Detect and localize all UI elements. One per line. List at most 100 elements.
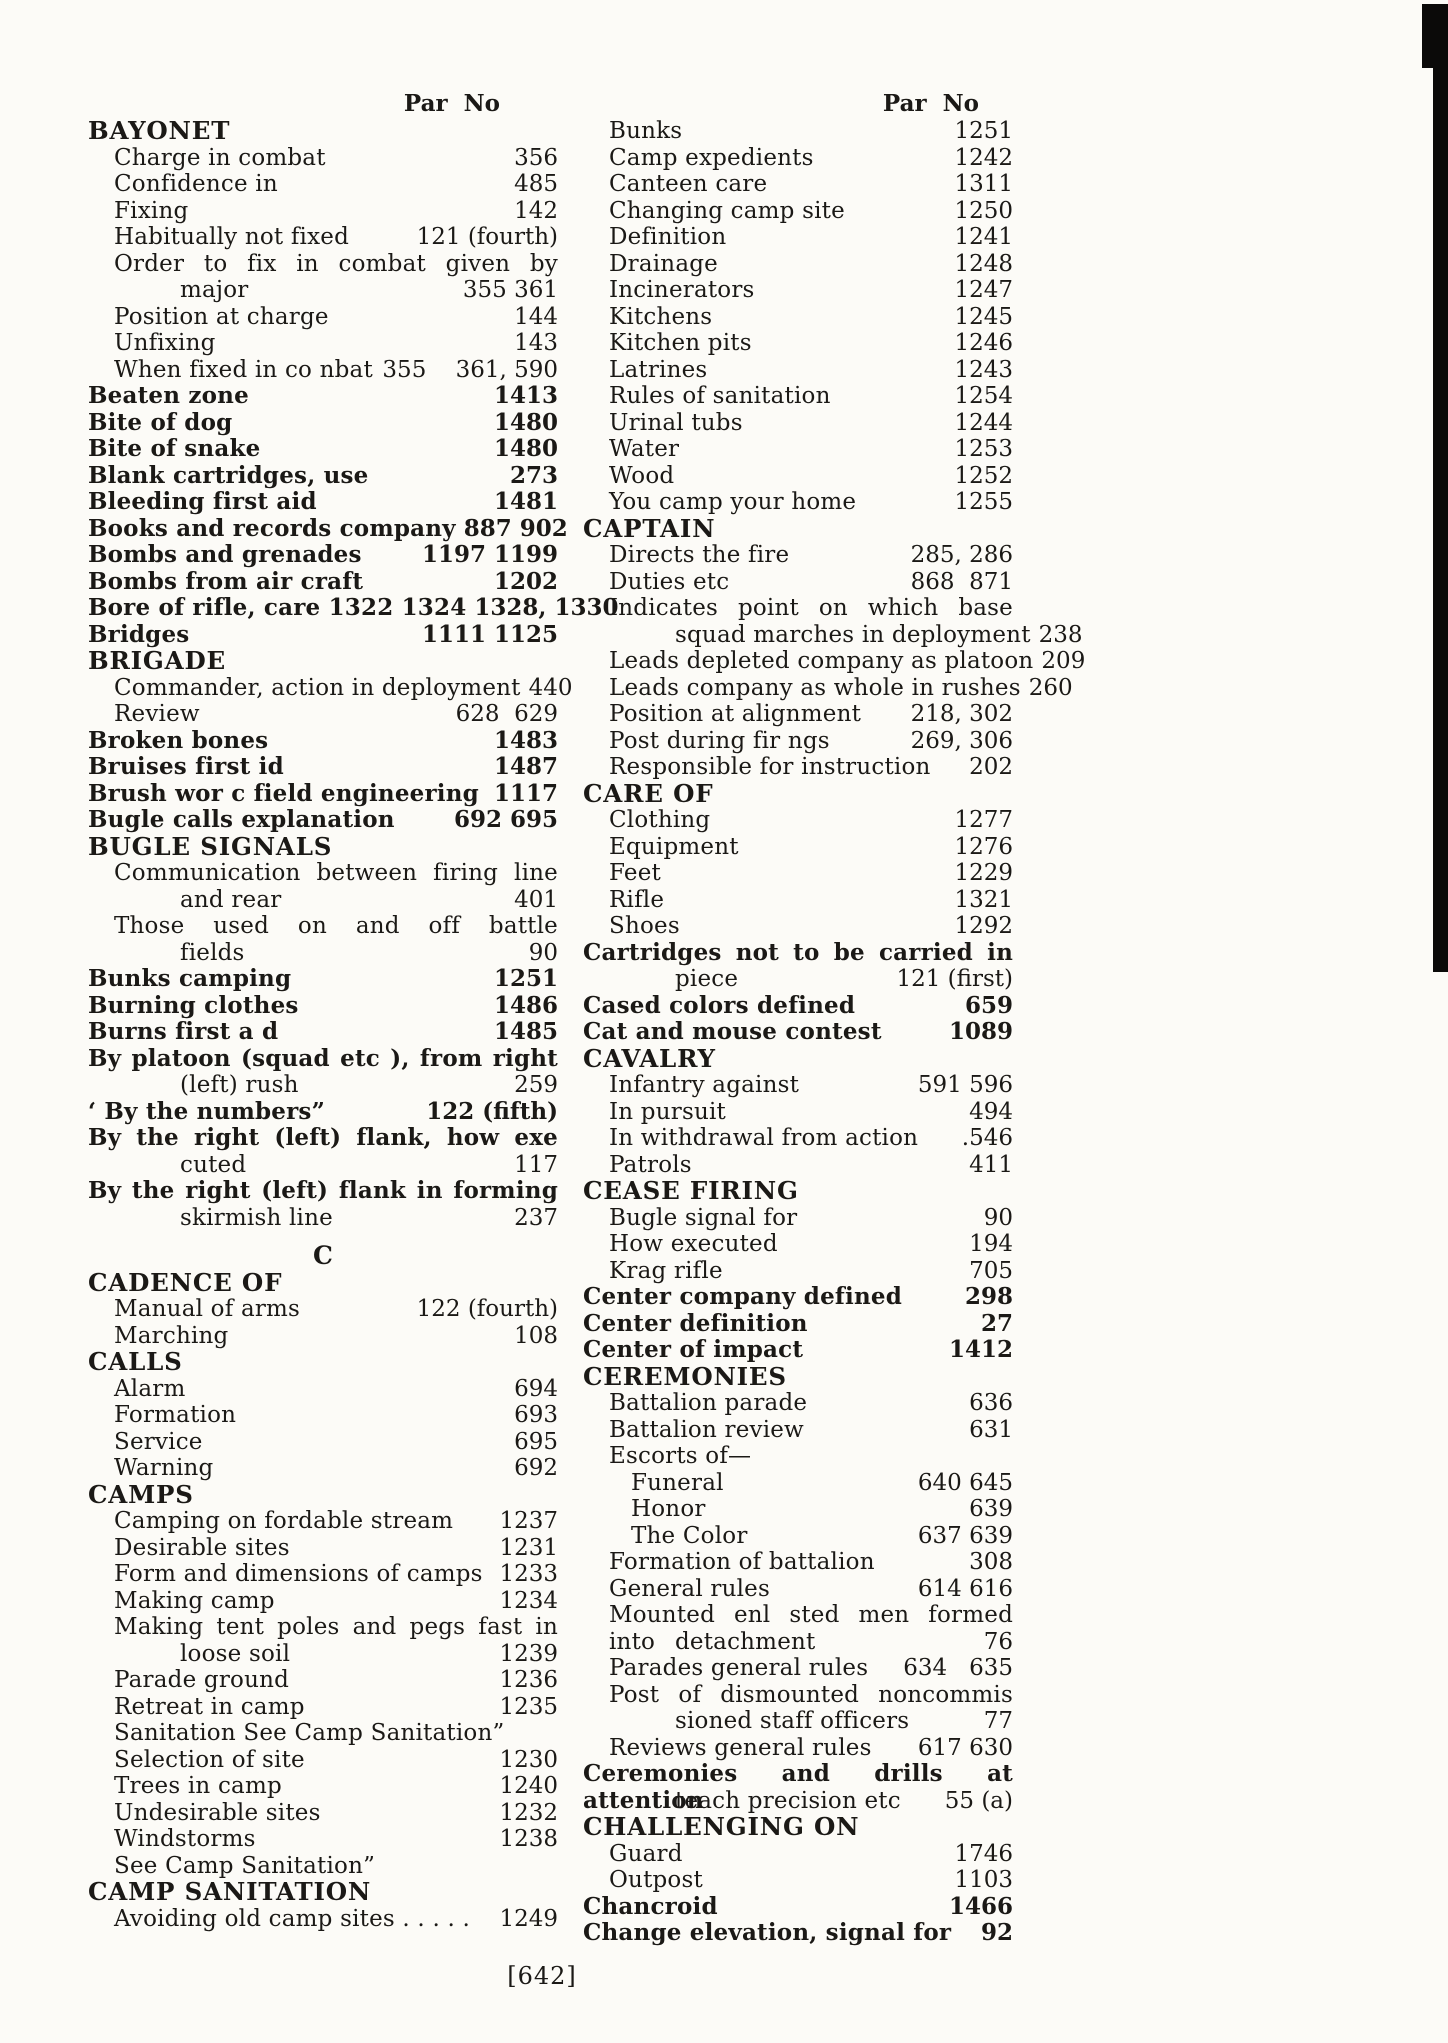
index-row: Guard 1746 <box>583 1841 1013 1868</box>
entry-text: Parade ground <box>114 1667 290 1693</box>
alphabet-letter-heading: C <box>88 1242 558 1270</box>
entry-text: Sanitation See Camp Sanitation” <box>114 1720 505 1746</box>
entry-text: Blank cartridges, use <box>88 461 369 489</box>
index-row: Bridges 1111 1125 <box>88 621 558 649</box>
index-row: and rear 401 <box>88 887 558 914</box>
entry-paragraph-number: 1197 1199 <box>421 541 558 568</box>
entry-text: Burns first a d <box>88 1018 279 1045</box>
index-row: Leads company as whole in rushes 260 <box>583 675 1073 702</box>
index-row: Camp expedients 1242 <box>583 145 1013 172</box>
entry-text: You camp your home <box>609 489 857 515</box>
index-row: Canteen care 1311 <box>583 171 1013 198</box>
index-row: Formation 693 <box>88 1402 558 1429</box>
entry-text: Rules of sanitation <box>609 383 831 409</box>
index-row: Battalion review 631 <box>583 1417 1013 1444</box>
entry-text: piece <box>675 966 739 992</box>
entry-text: Cartridges not to be carried in <box>583 938 1013 966</box>
entry-paragraph-number: 1238 <box>499 1826 558 1852</box>
entry-text: Unfixing <box>114 330 216 356</box>
entry-paragraph-number: 285, 286 <box>910 542 1013 568</box>
entry-text: Service <box>114 1428 203 1455</box>
entry-paragraph-number: 121 (first) <box>896 966 1013 992</box>
index-row: Order to fix in combat given by <box>88 251 558 278</box>
entry-text: Latrines <box>609 356 708 383</box>
entry-paragraph-number: 355 361 <box>462 277 558 303</box>
entry-text: Drainage <box>609 250 718 277</box>
entry-text: skirmish line <box>180 1204 333 1231</box>
index-row: Bore of rifle, care 1322 1324 1328, 1330 <box>88 594 618 622</box>
entry-paragraph-number: 1202 <box>493 567 558 595</box>
entry-text: In withdrawal from action <box>609 1125 919 1151</box>
entry-paragraph-number: 1480 <box>493 408 558 436</box>
index-row: Krag rifle 705 <box>583 1258 1013 1285</box>
entry-text: CAMPS <box>88 1479 194 1509</box>
index-row: Alarm 694 <box>88 1376 558 1403</box>
index-row: Shoes 1292 <box>583 913 1013 940</box>
entry-paragraph-number: 1292 <box>954 913 1013 939</box>
entry-paragraph-number: 1254 <box>954 383 1013 409</box>
entry-text: CAPTAIN <box>583 513 716 543</box>
entry-paragraph-number: 1251 <box>493 965 558 992</box>
index-row: Confidence in 485 <box>88 171 558 198</box>
entry-paragraph-number: 1480 <box>493 435 558 462</box>
entry-text: BAYONET <box>88 116 231 145</box>
entry-text: Equipment <box>609 833 739 860</box>
entry-paragraph-number: 1746 <box>954 1840 1013 1867</box>
index-row: Making tent poles and pegs fast in <box>88 1614 558 1641</box>
entry-text: Bunks <box>609 118 683 144</box>
index-row: piece 121 (first) <box>583 966 1013 993</box>
index-section-heading: BAYONET <box>88 116 558 145</box>
index-row: Parade ground 1236 <box>88 1667 558 1694</box>
index-row: Fixing 142 <box>88 198 558 225</box>
entry-paragraph-number: 1246 <box>954 330 1013 356</box>
index-row: Outpost 1103 <box>583 1867 1013 1894</box>
entry-text: Habitually not fixed <box>114 224 350 250</box>
entry-text: Bruises first id <box>88 753 284 780</box>
entry-paragraph-number: 90 <box>983 1204 1013 1231</box>
entry-text: CAMP SANITATION <box>88 1877 372 1906</box>
index-row: When fixed in co nbat 355 361, 590 <box>88 357 558 384</box>
entry-text: Camp expedients <box>609 144 814 171</box>
entry-text: Shoes <box>609 913 680 939</box>
index-row: Kitchens 1245 <box>583 304 1013 331</box>
entry-text: Making tent poles and pegs fast in <box>114 1614 558 1640</box>
entry-text: BRIGADE <box>88 646 226 675</box>
entry-text: Form and dimensions of camps <box>114 1561 483 1587</box>
entry-paragraph-number: 494 <box>969 1098 1013 1125</box>
entry-paragraph-number: 639 <box>969 1496 1013 1522</box>
index-column-right: Bunks 1251 Camp expedients 1242 Canteen care… <box>583 118 1085 1947</box>
entry-text: cuted <box>180 1151 247 1178</box>
entry-text: ‘ By the numbers” <box>88 1097 326 1125</box>
entry-text: Changing camp site <box>609 197 845 224</box>
index-row: Trees in camp 1240 <box>88 1773 558 1800</box>
index-row: Avoiding old camp sites . . . . . 1249 <box>88 1906 558 1933</box>
entry-paragraph-number: 1244 <box>954 409 1013 436</box>
index-row: Windstorms 1238 <box>88 1826 558 1853</box>
entry-text: By the right (left) flank in forming <box>88 1177 558 1204</box>
index-row: By the right (left) flank, how exe <box>88 1124 558 1152</box>
entry-paragraph-number: 628 629 <box>455 701 558 727</box>
index-row: Blank cartridges, use 273 <box>88 461 558 490</box>
entry-paragraph-number: 1236 <box>499 1667 558 1693</box>
entry-paragraph-number: 1232 <box>499 1799 558 1826</box>
entry-text: sioned staff officers <box>675 1708 910 1734</box>
entry-text: Feet <box>609 860 661 886</box>
entry-text: Selection of site <box>114 1746 305 1773</box>
entry-text: Bite of snake <box>88 435 261 462</box>
index-row: major 355 361 <box>88 277 558 304</box>
entry-text: Center definition <box>583 1309 808 1337</box>
entry-paragraph-number: 90 <box>528 939 558 966</box>
index-row: Parades general rules 634 635 <box>583 1655 1013 1682</box>
scan-artifact-bar-edge <box>1433 4 1448 972</box>
index-section-heading: CEASE FIRING <box>583 1177 1013 1205</box>
index-section-heading: CAMP SANITATION <box>88 1877 558 1906</box>
entry-paragraph-number: 218, 302 <box>910 701 1013 727</box>
index-row: Burning clothes 1486 <box>88 992 558 1020</box>
index-row: You camp your home 1255 <box>583 489 1013 516</box>
entry-text: Order to fix in combat given by <box>114 250 558 277</box>
entry-paragraph-number: 1239 <box>499 1640 558 1667</box>
index-row: cuted 117 <box>88 1152 558 1179</box>
entry-text: Bugle calls explanation <box>88 806 395 833</box>
entry-paragraph-number: 692 <box>514 1455 558 1481</box>
index-row: The Color 637 639 <box>583 1523 1013 1550</box>
